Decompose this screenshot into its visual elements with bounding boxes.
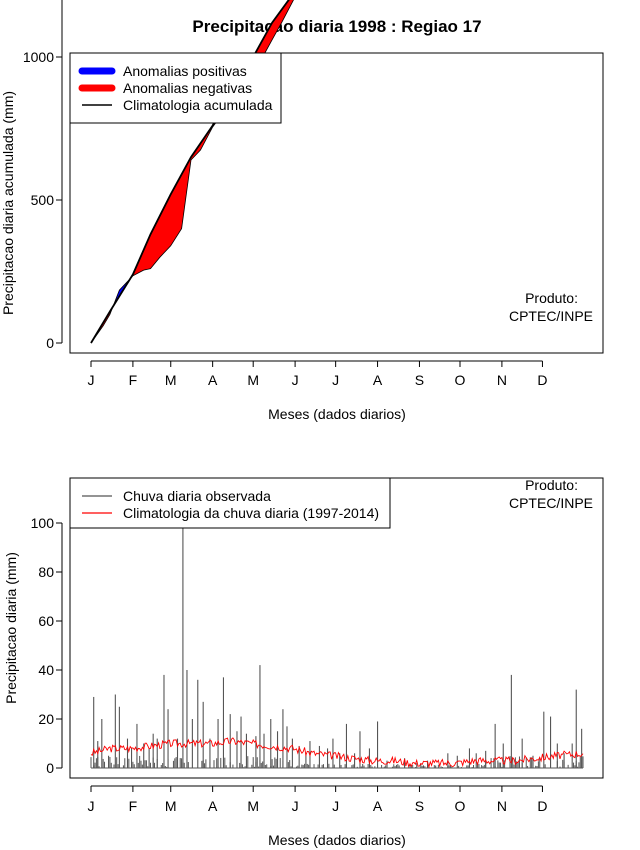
top-x-tick-label: A <box>208 372 218 388</box>
top-produto-label: Produto: <box>525 290 578 306</box>
legend-label-observed: Chuva diaria observada <box>123 488 271 504</box>
bottom-y-tick-label: 80 <box>38 564 54 580</box>
observed-daily-bars <box>90 523 584 769</box>
bottom-x-tick-label: J <box>88 798 95 814</box>
climatology-daily-line-group <box>90 737 584 769</box>
bottom-y-axis: 0 20 40 60 80 100 <box>31 515 63 776</box>
climatology-daily-line <box>90 737 584 769</box>
bottom-produto-label: Produto: <box>525 477 578 493</box>
top-anomaly-fills <box>91 0 294 343</box>
top-x-tick-label: A <box>373 372 383 388</box>
top-y-tick-label: 1000 <box>23 49 54 65</box>
bottom-x-tick-label: A <box>208 798 218 814</box>
legend-label-negative: Anomalias negativas <box>123 80 252 96</box>
top-x-tick-label: N <box>497 372 507 388</box>
bottom-produto-source: CPTEC/INPE <box>509 495 593 511</box>
negative-anomaly-area-3 <box>130 0 294 279</box>
top-x-tick-label: D <box>537 372 547 388</box>
top-produto-source: CPTEC/INPE <box>509 308 593 324</box>
top-y-tick-label: 0 <box>46 335 54 351</box>
bottom-legend-box <box>69 477 391 529</box>
bottom-x-tick-label: S <box>415 798 424 814</box>
bottom-y-tick-label: 0 <box>46 760 54 776</box>
top-lines <box>90 0 294 344</box>
top-x-tick-label: J <box>292 372 299 388</box>
top-x-tick-label: S <box>415 372 424 388</box>
bottom-y-axis-label: Precipitacao diaria (mm) <box>3 552 19 704</box>
top-x-tick-label: M <box>165 372 177 388</box>
bottom-y-tick-label: 60 <box>38 613 54 629</box>
bottom-x-tick-label: J <box>332 798 339 814</box>
top-x-tick-label: J <box>332 372 339 388</box>
top-x-tick-label: M <box>247 372 259 388</box>
climatology-accumulated-line <box>90 0 290 344</box>
bottom-y-tick-label: 20 <box>38 711 54 727</box>
legend-label-climatology-daily: Climatologia da chuva diaria (1997-2014) <box>123 505 379 521</box>
top-x-tick-label: F <box>129 372 138 388</box>
bottom-x-tick-label: N <box>497 798 507 814</box>
bottom-x-axis-label: Meses (dados diarios) <box>268 832 406 848</box>
top-y-axis: 0500100015002000 <box>23 0 63 351</box>
legend-label-climatology: Climatologia acumulada <box>123 97 273 113</box>
bottom-y-tick-label: 100 <box>31 515 55 531</box>
bottom-y-tick-label: 40 <box>38 662 54 678</box>
legend-label-positive: Anomalias positivas <box>123 63 247 79</box>
bottom-x-tick-label: A <box>373 798 383 814</box>
bottom-x-tick-label: M <box>247 798 259 814</box>
bottom-x-tick-label: O <box>455 798 466 814</box>
top-y-axis-label: Precipitacao diaria acumulada (mm) <box>0 91 16 315</box>
top-x-tick-label: O <box>455 372 466 388</box>
top-x-axis-label: Meses (dados diarios) <box>268 406 406 422</box>
chart-title: Precipitacao diaria 1998 : Regiao 17 <box>192 17 481 36</box>
observed-accumulated-line <box>90 0 294 344</box>
top-plot-frame <box>69 52 604 354</box>
bottom-panel: 0 20 40 60 80 100 J F M A M J J A S O N D Precipitacao d… <box>3 477 604 848</box>
bottom-x-tick-label: M <box>165 798 177 814</box>
top-x-tick-label: J <box>88 372 95 388</box>
bottom-x-tick-label: D <box>537 798 547 814</box>
bottom-x-tick-label: F <box>129 798 138 814</box>
bottom-x-tick-label: J <box>292 798 299 814</box>
bottom-legend: Chuva diaria observada Climatologia da c… <box>69 477 391 529</box>
top-y-tick-label: 500 <box>31 192 55 208</box>
top-legend: Anomalias positivas Anomalias negativas … <box>69 52 282 124</box>
